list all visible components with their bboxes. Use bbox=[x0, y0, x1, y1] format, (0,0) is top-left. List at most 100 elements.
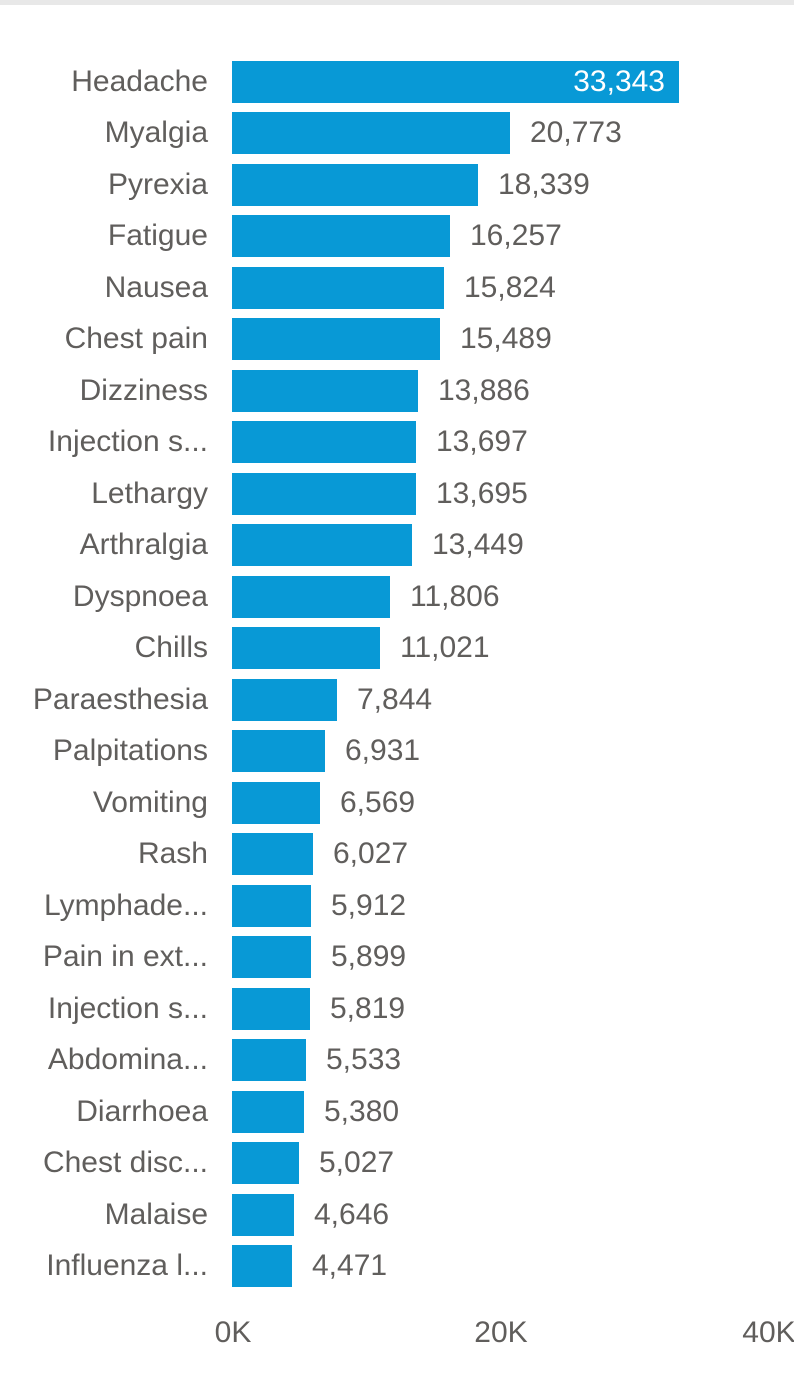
bar-row: Influenza l... 4,471 bbox=[0, 1241, 794, 1293]
bar[interactable] bbox=[232, 163, 478, 206]
category-label: Injection s... bbox=[47, 991, 208, 1025]
x-axis-tick-label: 20K bbox=[474, 1316, 528, 1349]
category-label: Chills bbox=[134, 631, 208, 665]
value-label: 18,339 bbox=[498, 167, 590, 201]
value-label: 13,449 bbox=[432, 528, 524, 562]
bar-row: Chills 11,021 bbox=[0, 623, 794, 675]
bar-zone: 4,646 bbox=[232, 1193, 794, 1236]
bar-row: Paraesthesia 7,844 bbox=[0, 674, 794, 726]
x-axis: 0K 20K 40K bbox=[215, 1316, 794, 1356]
bar[interactable] bbox=[232, 678, 337, 721]
bar-zone: 6,931 bbox=[232, 730, 794, 773]
category-label: Pyrexia bbox=[107, 167, 208, 201]
value-label: 4,471 bbox=[312, 1249, 388, 1283]
bar[interactable] bbox=[232, 1245, 292, 1288]
bar[interactable] bbox=[232, 627, 380, 670]
category-label: Malaise bbox=[104, 1197, 208, 1231]
bar[interactable] bbox=[232, 884, 311, 927]
value-label: 11,806 bbox=[410, 579, 500, 613]
category-label: Dizziness bbox=[79, 373, 208, 407]
bar[interactable] bbox=[232, 1090, 304, 1133]
bar[interactable] bbox=[232, 1039, 306, 1082]
value-label: 4,646 bbox=[314, 1197, 390, 1231]
bar-zone: 7,844 bbox=[232, 678, 794, 721]
category-label: Influenza l... bbox=[46, 1249, 208, 1283]
value-label: 5,533 bbox=[326, 1043, 402, 1077]
bar-zone: 16,257 bbox=[232, 215, 794, 258]
value-label: 5,027 bbox=[319, 1146, 395, 1180]
category-label: Nausea bbox=[104, 270, 208, 304]
bar[interactable] bbox=[232, 936, 311, 979]
bar-row: Fatigue 16,257 bbox=[0, 211, 794, 263]
category-label: Injection s... bbox=[47, 425, 208, 459]
category-label: Dyspnoea bbox=[72, 579, 208, 613]
bar[interactable]: 33,343 bbox=[232, 60, 679, 103]
bar[interactable] bbox=[232, 112, 510, 155]
x-axis-tick-label: 0K bbox=[214, 1316, 252, 1349]
value-label: 5,899 bbox=[331, 940, 407, 974]
value-label: 7,844 bbox=[357, 682, 433, 716]
value-label: 5,380 bbox=[324, 1094, 400, 1128]
category-label: Myalgia bbox=[104, 116, 208, 150]
bar-zone: 5,819 bbox=[232, 987, 794, 1030]
bar-row: Myalgia 20,773 bbox=[0, 108, 794, 160]
bar-row: Pyrexia 18,339 bbox=[0, 159, 794, 211]
bar[interactable] bbox=[232, 472, 416, 515]
value-label: 13,695 bbox=[436, 476, 528, 510]
value-label: 15,824 bbox=[464, 270, 556, 304]
category-label: Pain in ext... bbox=[42, 940, 208, 974]
value-label: 11,021 bbox=[400, 631, 490, 665]
bar[interactable] bbox=[232, 1193, 294, 1236]
bar-row: Rash 6,027 bbox=[0, 829, 794, 881]
bar[interactable] bbox=[232, 421, 416, 464]
bar[interactable] bbox=[232, 730, 325, 773]
bar-zone: 13,449 bbox=[232, 524, 794, 567]
bar-zone: 11,806 bbox=[232, 575, 794, 618]
bar-row: Chest pain 15,489 bbox=[0, 314, 794, 366]
bar-zone: 13,886 bbox=[232, 369, 794, 412]
top-divider bbox=[0, 0, 794, 5]
bar[interactable] bbox=[232, 215, 450, 258]
bar-row: Palpitations 6,931 bbox=[0, 726, 794, 778]
value-label: 15,489 bbox=[460, 322, 552, 356]
bar[interactable] bbox=[232, 833, 313, 876]
bar-rows-container: Headache 33,343 Myalgia 20,773 Pyrexia 18,339… bbox=[0, 56, 794, 1292]
bar[interactable] bbox=[232, 318, 440, 361]
category-label: Diarrhoea bbox=[76, 1094, 208, 1128]
category-label: Fatigue bbox=[107, 219, 208, 253]
value-label: 5,912 bbox=[331, 888, 407, 922]
bar-zone: 5,912 bbox=[232, 884, 794, 927]
bar-row: Diarrhoea 5,380 bbox=[0, 1086, 794, 1138]
category-label: Vomiting bbox=[92, 785, 208, 819]
bar[interactable] bbox=[232, 987, 310, 1030]
bar-zone: 5,533 bbox=[232, 1039, 794, 1082]
bar-zone: 15,489 bbox=[232, 318, 794, 361]
bar-row: Headache 33,343 bbox=[0, 56, 794, 108]
bar-row: Nausea 15,824 bbox=[0, 262, 794, 314]
bar-zone: 15,824 bbox=[232, 266, 794, 309]
bar-row: Injection s... 5,819 bbox=[0, 983, 794, 1035]
bar[interactable] bbox=[232, 369, 418, 412]
category-label: Abdomina... bbox=[47, 1043, 208, 1077]
bar[interactable] bbox=[232, 524, 412, 567]
value-label: 6,027 bbox=[333, 837, 409, 871]
value-label: 13,886 bbox=[438, 373, 530, 407]
value-label: 16,257 bbox=[470, 219, 562, 253]
bar-zone: 6,027 bbox=[232, 833, 794, 876]
bar-zone: 18,339 bbox=[232, 163, 794, 206]
value-label: 5,819 bbox=[330, 991, 406, 1025]
bar[interactable] bbox=[232, 575, 390, 618]
bar-row: Dizziness 13,886 bbox=[0, 365, 794, 417]
bar[interactable] bbox=[232, 781, 320, 824]
bar-row: Abdomina... 5,533 bbox=[0, 1035, 794, 1087]
bar[interactable] bbox=[232, 1142, 299, 1185]
value-label: 6,569 bbox=[340, 785, 416, 819]
x-axis-tick-label: 40K bbox=[742, 1316, 794, 1349]
category-label: Palpitations bbox=[52, 734, 208, 768]
bar-zone: 5,380 bbox=[232, 1090, 794, 1133]
bar[interactable] bbox=[232, 266, 444, 309]
category-label: Arthralgia bbox=[79, 528, 208, 562]
value-label: 6,931 bbox=[345, 734, 421, 768]
category-label: Chest pain bbox=[64, 322, 208, 356]
